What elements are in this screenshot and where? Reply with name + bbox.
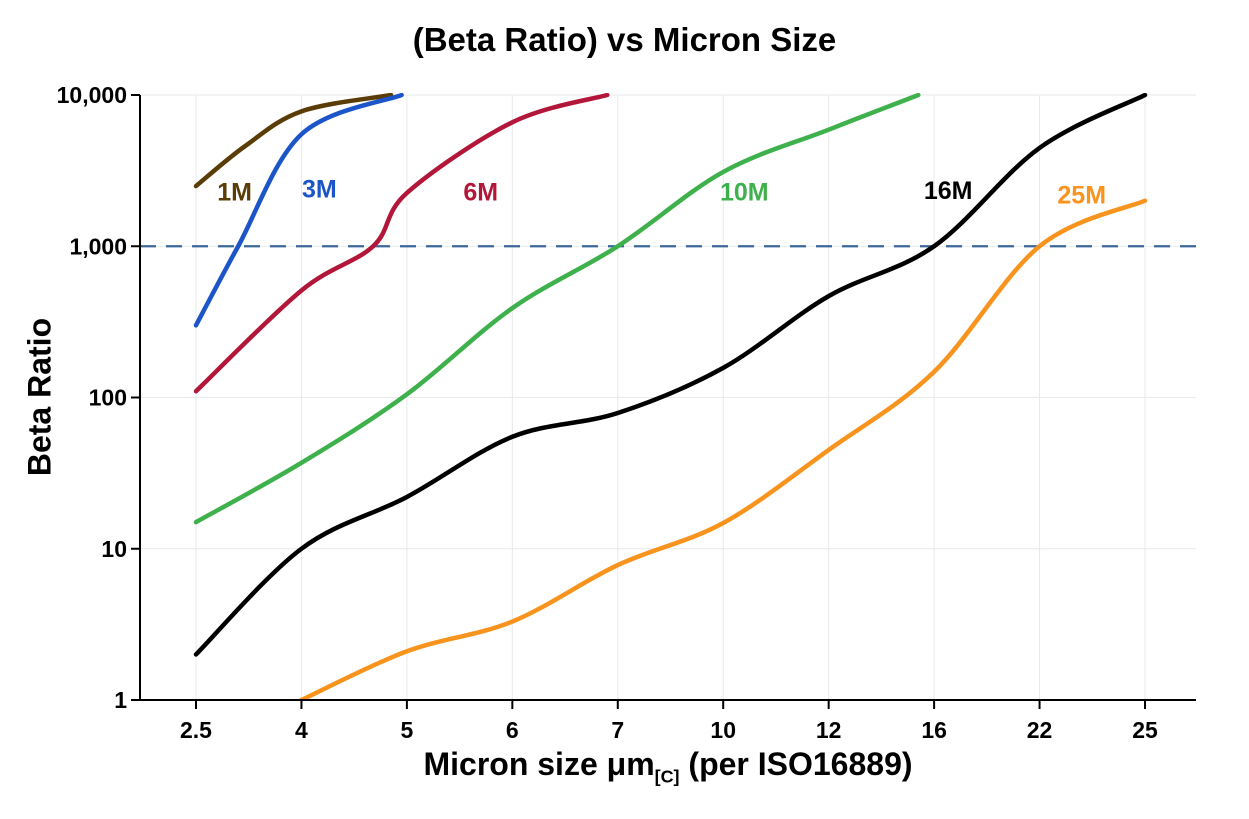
x-tick-label: 7 — [611, 717, 624, 743]
x-tick-label: 12 — [816, 717, 842, 743]
x-tick-label: 6 — [506, 717, 519, 743]
series-label-6M: 6M — [463, 179, 498, 207]
x-tick-label: 16 — [921, 717, 947, 743]
series-label-3M: 3M — [302, 176, 337, 204]
y-tick-label: 10,000 — [57, 82, 127, 108]
x-axis-title-main: Micron size μm — [423, 746, 655, 782]
x-tick-label: 5 — [400, 717, 413, 743]
series-line-25M — [299, 198, 1148, 701]
y-tick-label: 1 — [114, 687, 127, 713]
x-axis-title-subscript: [C] — [654, 766, 680, 787]
y-tick-label: 1,000 — [69, 233, 127, 259]
series-line-1M — [193, 93, 394, 189]
series-line-10M — [193, 93, 921, 525]
series-line-6M — [193, 93, 610, 394]
x-axis-title-suffix: (per ISO16889) — [679, 746, 913, 782]
y-tick-label: 100 — [89, 385, 127, 411]
series-line-16M — [193, 93, 1148, 657]
x-tick-label: 10 — [710, 717, 736, 743]
series-label-25M: 25M — [1057, 181, 1106, 209]
y-tick-label: 10 — [101, 536, 127, 562]
series-label-1M: 1M — [217, 179, 252, 207]
x-tick-label: 22 — [1027, 717, 1053, 743]
series-label-16M: 16M — [924, 177, 973, 205]
series-label-10M: 10M — [720, 179, 769, 207]
x-tick-label: 25 — [1132, 717, 1158, 743]
chart-title: (Beta Ratio) vs Micron Size — [412, 21, 837, 58]
x-axis-title: Micron size μm[C] (per ISO16889) — [140, 746, 1196, 787]
x-tick-label: 4 — [295, 717, 308, 743]
x-tick-label: 2.5 — [180, 717, 212, 743]
series-line-3M — [193, 93, 404, 328]
